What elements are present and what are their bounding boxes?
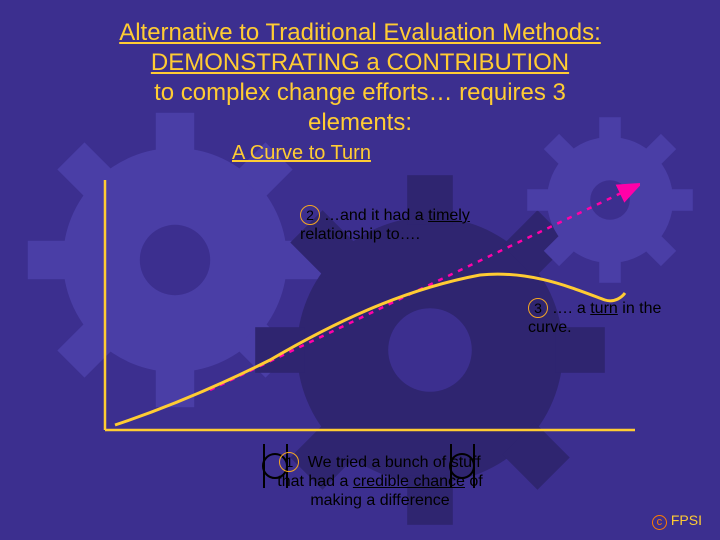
subtitle: A Curve to Turn [232,142,371,165]
callout-2-text-a: …and it had a [324,207,428,224]
callout-1-number: 1 [279,452,299,472]
slide-title: Alternative to Traditional Evaluation Me… [0,18,720,138]
title-line-2: DEMONSTRATING a CONTRIBUTION [0,48,720,78]
callout-3-text-a: …. a [552,300,590,317]
callout-3: 3…. a turn in the curve. [528,298,698,337]
callout-1-underline: credible chance [353,473,465,490]
trend-curve [115,274,625,425]
callout-2-number: 2 [300,205,320,225]
callout-2-underline: timely [428,207,470,224]
copyright: c FPSI [652,512,702,530]
title-line-1: Alternative to Traditional Evaluation Me… [0,18,720,48]
copyright-label: FPSI [671,512,702,528]
copyright-icon: c [652,515,667,530]
callout-1: 1 We tried a bunch of stuff that had a c… [270,452,490,511]
callout-3-number: 3 [528,298,548,318]
title-line-4: elements: [0,108,720,138]
callout-3-underline: turn [590,300,618,317]
title-line-3: to complex change efforts… requires 3 [0,78,720,108]
callout-2: 2…and it had a timely relationship to…. [300,205,480,244]
callout-2-text-b: relationship to…. [300,226,420,243]
